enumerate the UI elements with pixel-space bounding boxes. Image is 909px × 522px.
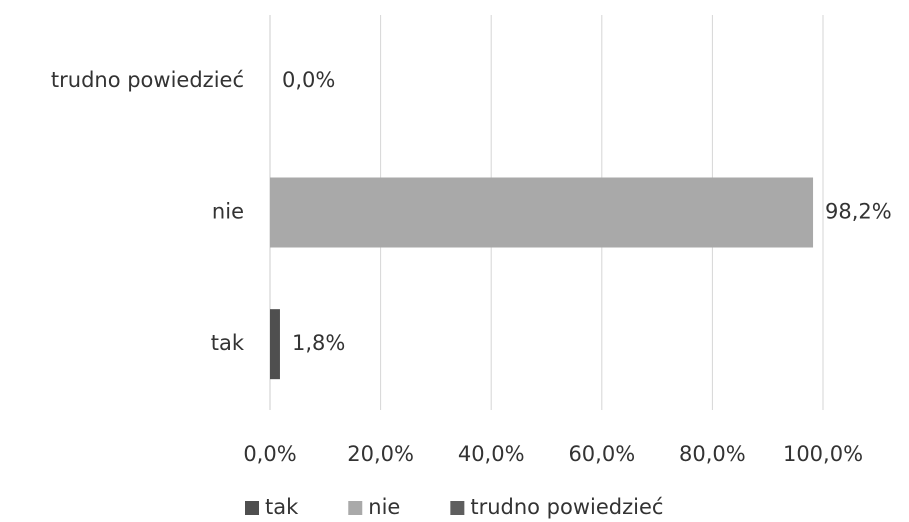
legend-swatch — [450, 501, 465, 515]
x-tick-label: 80,0% — [679, 442, 746, 466]
y-tick-label: nie — [212, 200, 244, 224]
x-tick-label: 60,0% — [568, 442, 635, 466]
x-tick-label: 100,0% — [783, 442, 863, 466]
x-tick-label: 40,0% — [458, 442, 525, 466]
x-tick-label: 20,0% — [347, 442, 414, 466]
value-label: 98,2% — [825, 200, 892, 224]
legend-swatch — [245, 501, 259, 515]
legend-label: trudno powiedzieć — [470, 495, 663, 519]
legend-label: nie — [368, 495, 400, 519]
x-tick-label: 0,0% — [243, 442, 296, 466]
value-label: 0,0% — [282, 68, 335, 92]
legend-swatch — [348, 501, 363, 515]
bar — [270, 309, 280, 380]
y-tick-label: trudno powiedzieć — [51, 68, 244, 92]
y-tick-label: tak — [211, 331, 245, 355]
value-label: 1,8% — [292, 331, 345, 355]
legend-label: tak — [265, 495, 299, 519]
bar — [270, 177, 814, 248]
